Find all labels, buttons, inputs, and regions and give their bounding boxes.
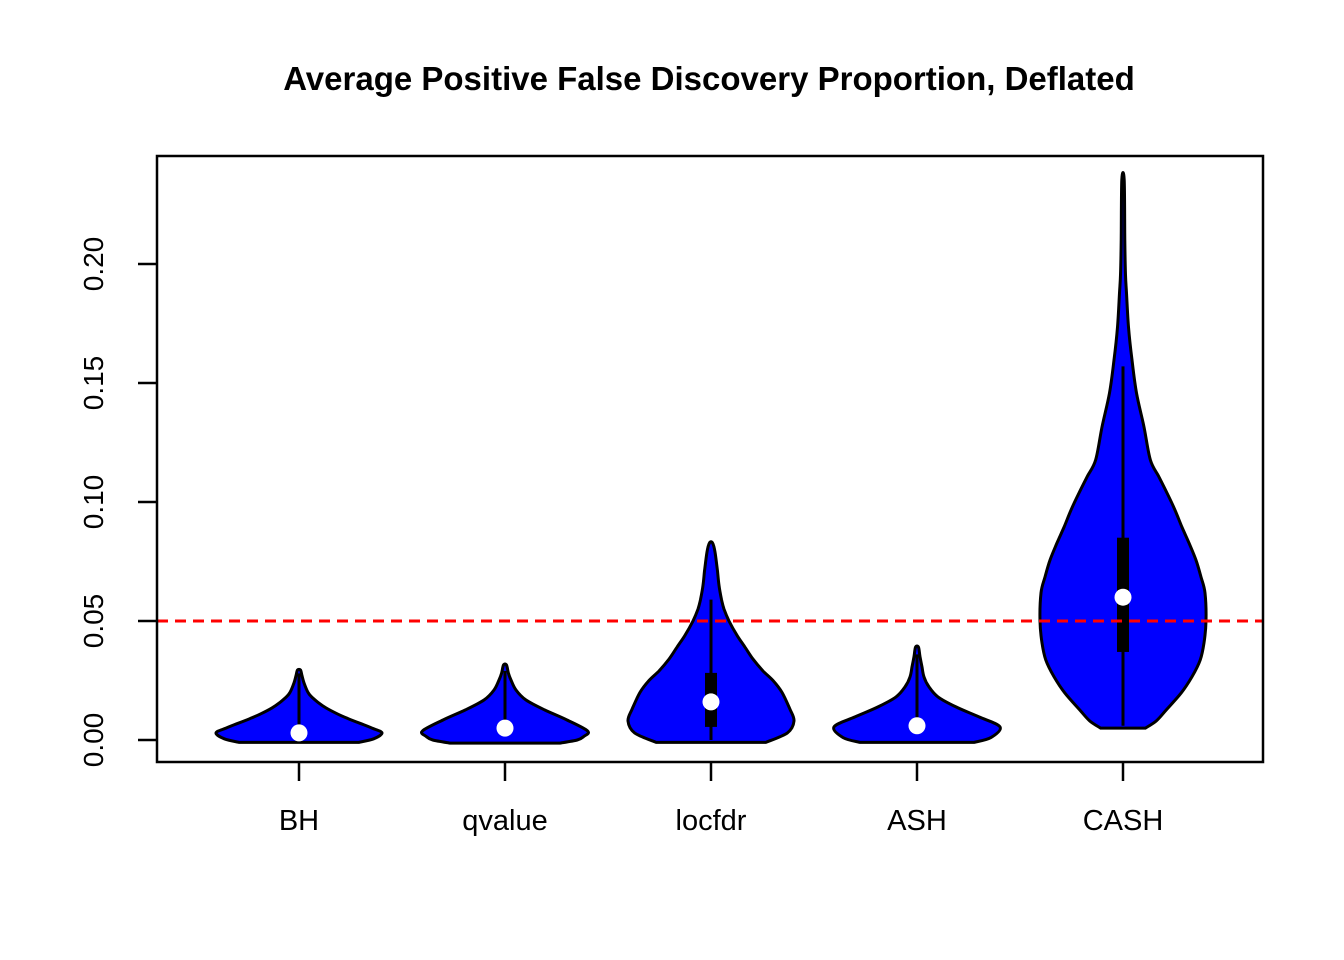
x-axis: BH qvalue locfdr ASH CASH — [279, 762, 1163, 837]
median-dot-ASH — [908, 717, 926, 735]
median-dot-BH — [290, 724, 308, 742]
y-tick-label: 0.20 — [78, 237, 109, 292]
x-category-label: locfdr — [676, 805, 747, 837]
median-dot-CASH — [1114, 588, 1132, 606]
x-category-label: BH — [279, 805, 319, 837]
median-dot-locfdr — [702, 693, 720, 711]
median-dot-qvalue — [496, 719, 514, 737]
y-axis: 0.00 0.05 0.10 0.15 0.20 — [78, 237, 157, 768]
x-category-label: CASH — [1083, 805, 1164, 837]
violins-layer — [214, 171, 1208, 745]
x-category-label: ASH — [887, 805, 947, 837]
plot-border — [155, 154, 1265, 764]
y-tick-label: 0.10 — [78, 475, 109, 530]
y-tick-label: 0.05 — [78, 594, 109, 649]
x-category-label: qvalue — [462, 805, 547, 837]
y-tick-label: 0.15 — [78, 356, 109, 411]
y-tick-label: 0.00 — [78, 713, 109, 768]
chart-title: Average Positive False Discovery Proport… — [283, 60, 1135, 97]
